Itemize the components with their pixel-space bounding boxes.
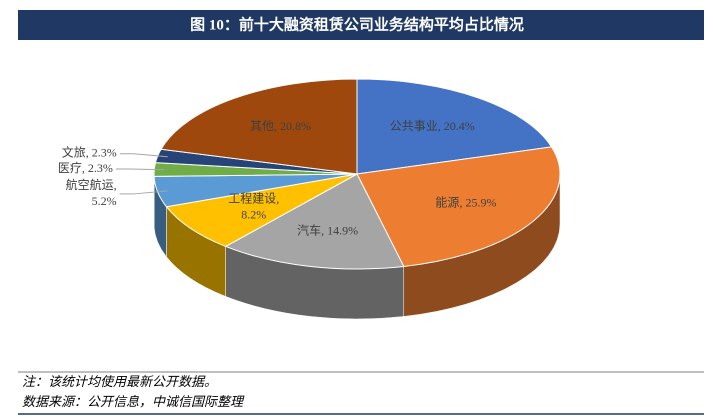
category-label: 公共事业 xyxy=(390,119,438,133)
value-label: 8.2% xyxy=(241,207,266,221)
leader-line xyxy=(119,190,168,195)
data-label: 医疗, 2.3% xyxy=(58,161,113,175)
chart-title: 图 10：前十大融资租赁公司业务结构平均占比情况 xyxy=(190,15,524,33)
data-label: 文旅, 2.3% xyxy=(62,144,117,159)
category-label: 工程建设 xyxy=(228,190,276,205)
value-label: 2.3% xyxy=(88,161,113,175)
slice xyxy=(224,173,405,270)
category-label: 其他 xyxy=(250,119,274,133)
category-label: 能源 xyxy=(435,195,459,209)
label-separator: , xyxy=(114,178,117,192)
label-separator: , xyxy=(438,119,441,133)
header-bar xyxy=(18,10,704,40)
data-label: 其他, 20.8% xyxy=(250,119,311,133)
label-separator: , xyxy=(86,145,89,159)
leader-line xyxy=(115,168,165,171)
label-separator: , xyxy=(82,161,85,175)
label-separator: , xyxy=(274,119,277,133)
footer-source: 数据来源：公开信息，中诚信国际整理 xyxy=(22,394,245,409)
value-label: 2.3% xyxy=(92,145,117,159)
slice xyxy=(165,173,358,247)
value-label: 20.8% xyxy=(280,119,311,133)
category-label: 汽车 xyxy=(297,222,321,237)
category-label: 文旅 xyxy=(62,144,86,159)
category-label: 航空航运 xyxy=(66,177,114,192)
label-separator: , xyxy=(276,191,279,205)
category-label: 医疗 xyxy=(58,161,82,175)
slice xyxy=(160,78,358,175)
data-label: 汽车, 14.9% xyxy=(297,222,358,237)
value-label: 25.9% xyxy=(465,195,496,209)
label-separator: , xyxy=(321,223,324,237)
pie: 公共事业, 20.4%能源, 25.9%汽车, 14.9%工程建设, 8.2%航空航运,… xyxy=(58,78,561,320)
footer-note: 注：该统计均使用最新公开数据。 xyxy=(22,374,217,389)
data-label: 工程建设, 8.2% xyxy=(228,190,279,221)
slice xyxy=(356,78,553,175)
value-label: 5.2% xyxy=(92,194,117,208)
label-separator: , xyxy=(459,195,462,209)
leader-line xyxy=(119,153,168,158)
data-label: 能源, 25.9% xyxy=(435,195,496,209)
value-label: 14.9% xyxy=(327,223,358,237)
data-label: 航空航运, 5.2% xyxy=(66,177,117,208)
slice xyxy=(356,146,561,267)
value-label: 20.4% xyxy=(444,119,475,133)
data-label: 公共事业, 20.4% xyxy=(390,119,475,133)
